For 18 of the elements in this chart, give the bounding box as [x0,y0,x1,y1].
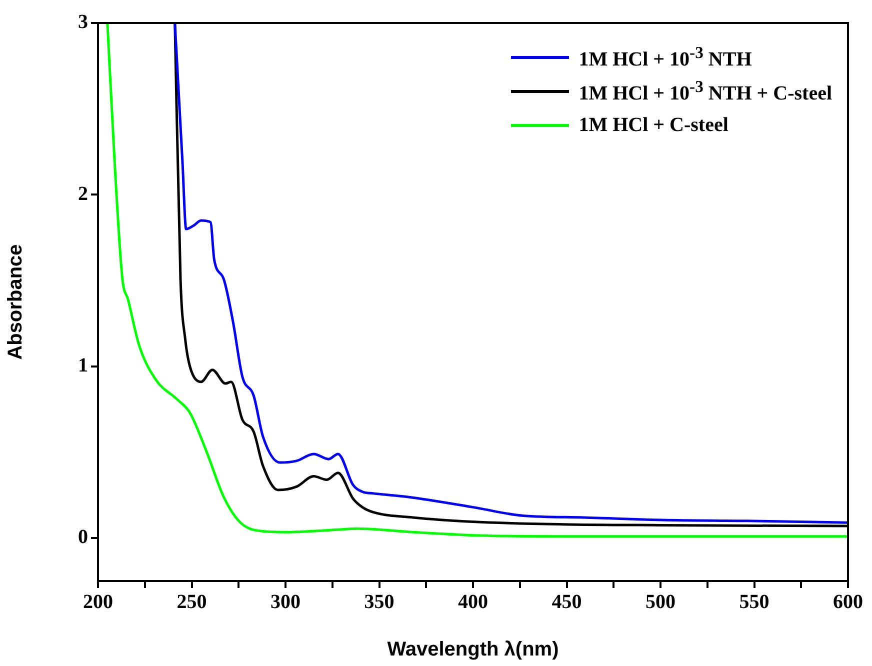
legend-label: 1M HCl + C-steel [578,114,728,136]
x-tick-label: 350 [364,591,394,614]
x-axis-title: Wavelength λ(nm) [387,638,559,661]
x-tick-label: 200 [83,591,113,614]
y-tick-label: 2 [78,182,88,205]
x-tick-label: 600 [833,591,863,614]
x-tick-label: 550 [739,591,770,614]
x-tick-label: 250 [176,591,207,614]
y-tick-label: 1 [78,354,88,377]
y-tick-label: 3 [78,11,88,34]
legend-label: 1M HCl + 10$^{-3}$ NTH [578,42,752,72]
y-axis-title: Absorbance [4,244,27,360]
x-tick-label: 300 [270,591,300,614]
x-tick-label: 450 [552,591,582,614]
y-tick-label: 0 [78,526,88,548]
x-tick-label: 500 [646,591,676,614]
x-tick-label: 400 [458,591,488,614]
legend-label: 1M HCl + 10$^{-3}$ NTH + C-steel [578,76,832,106]
